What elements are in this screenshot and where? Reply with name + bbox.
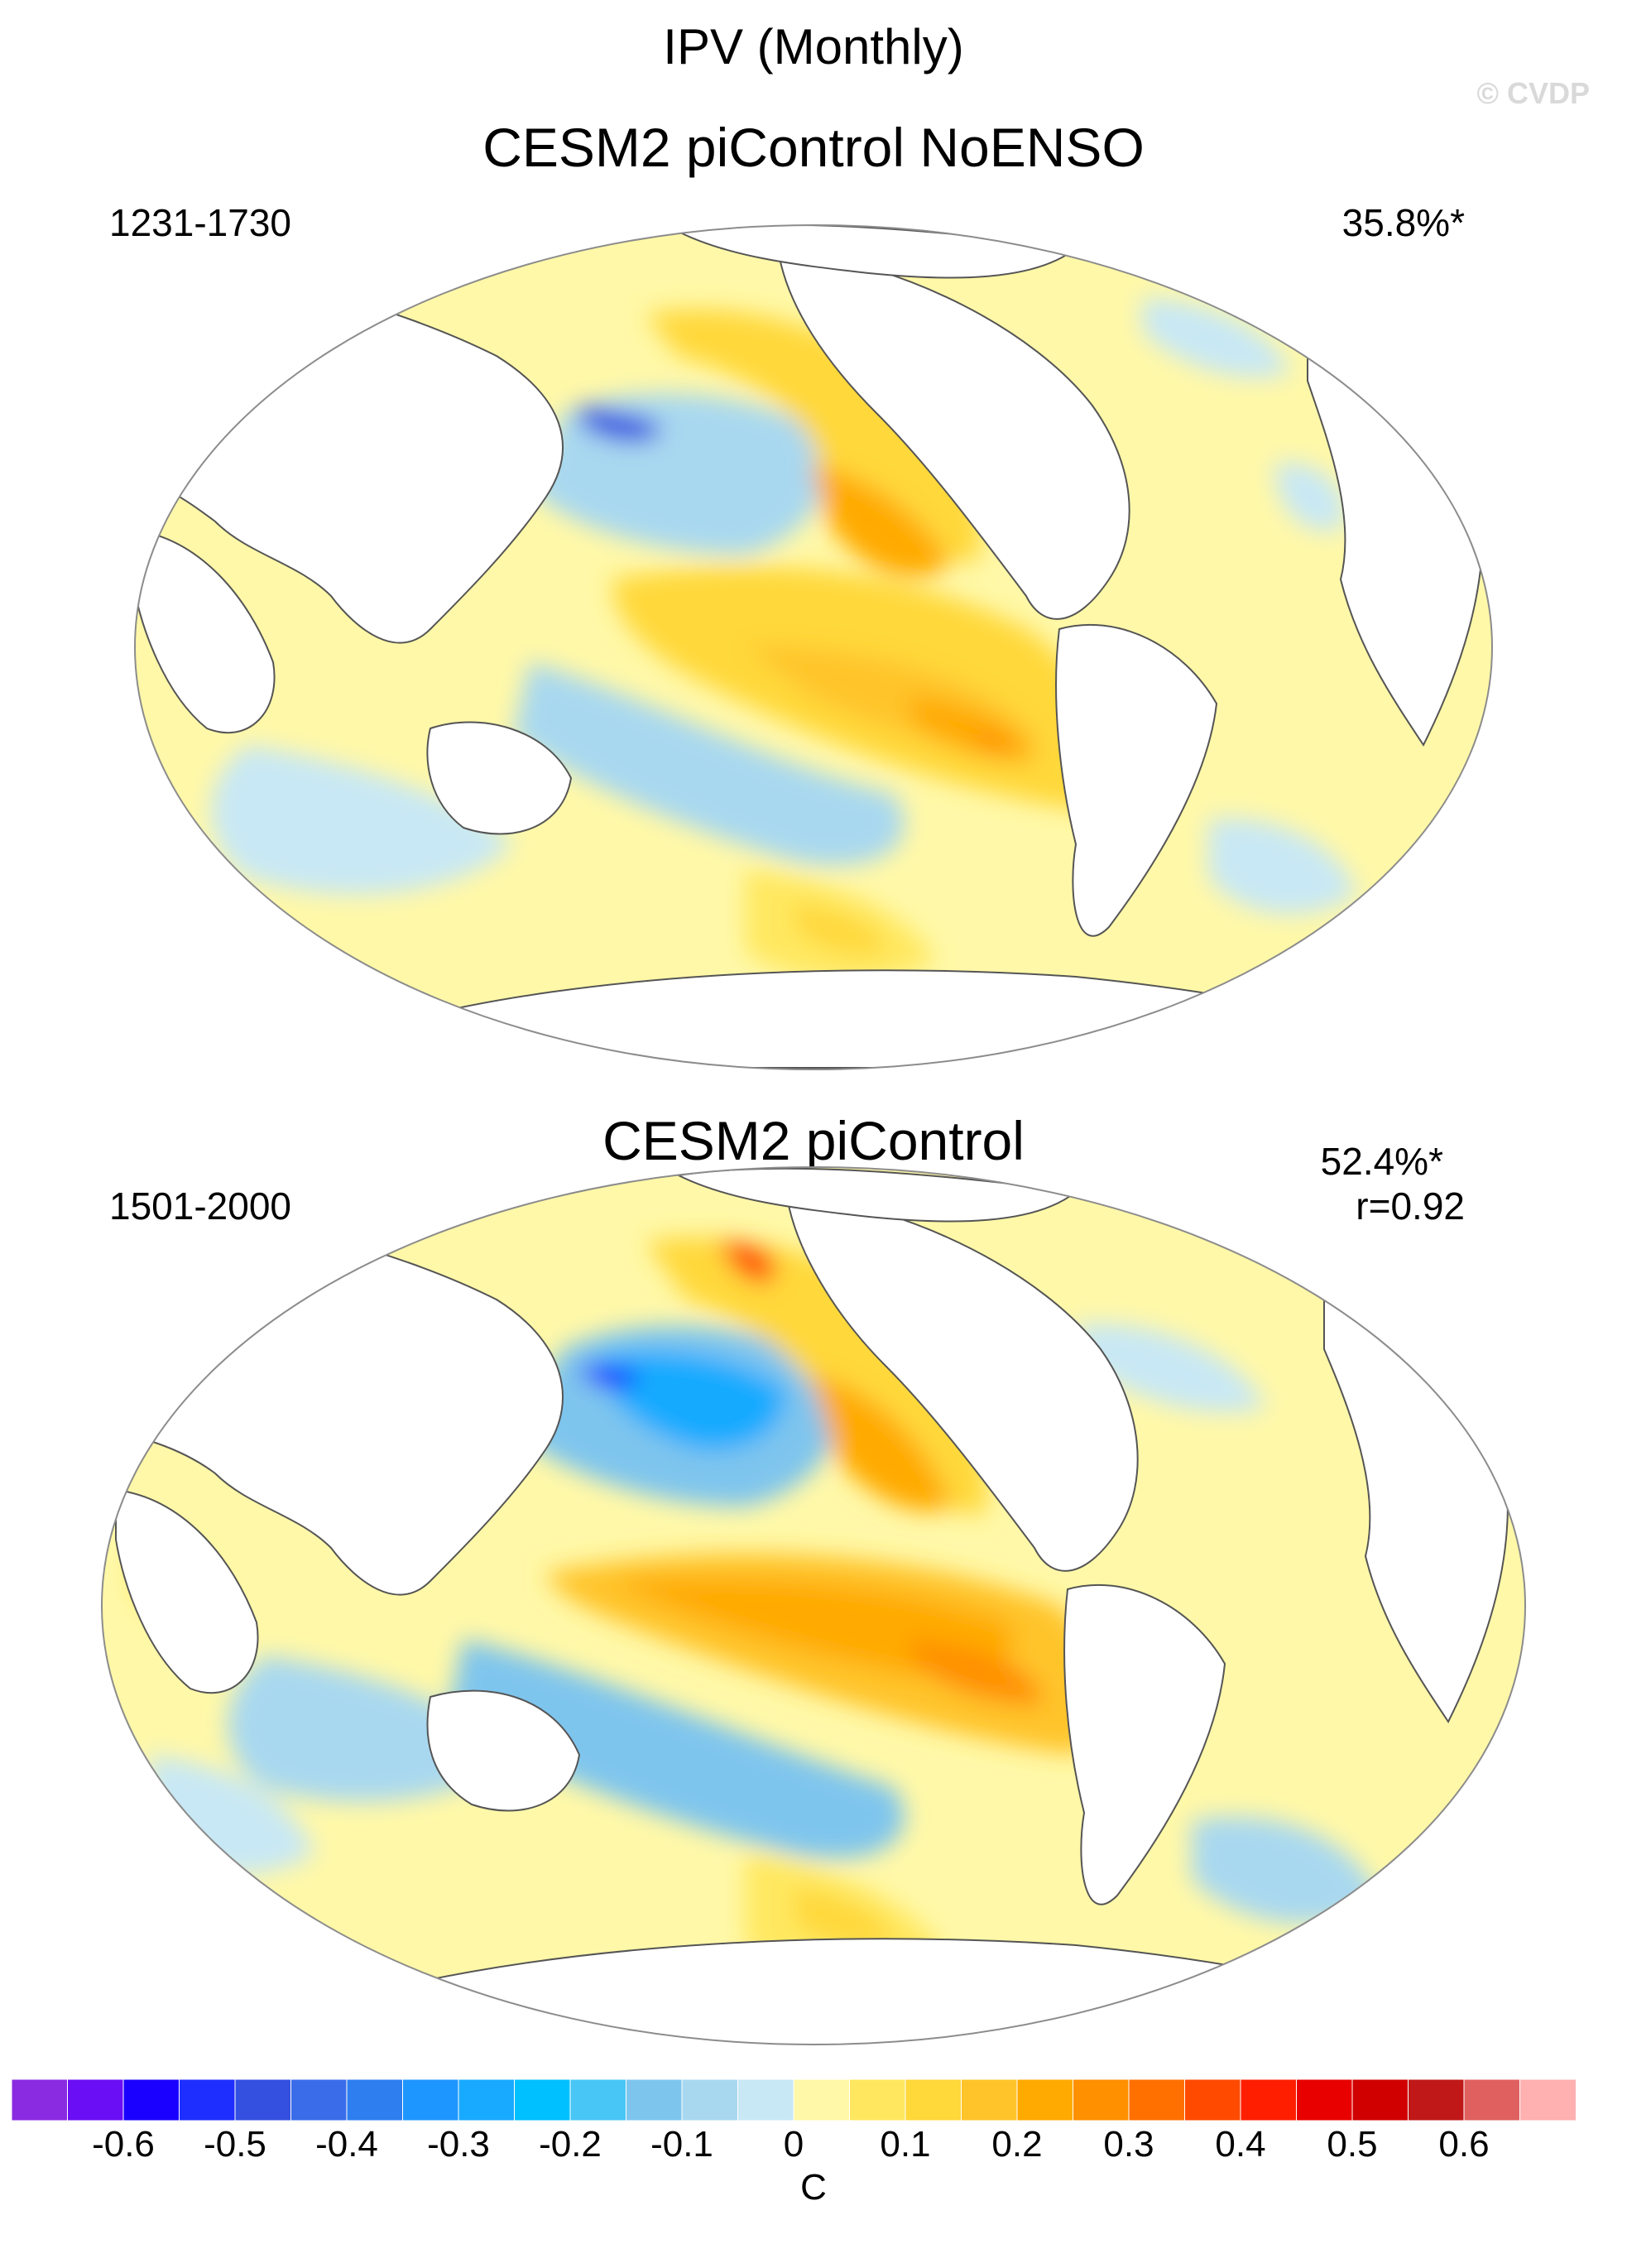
colorbar-labels: -0.6 -0.5 -0.4 -0.3 -0.2 -0.1 0 0.1 0.2 0.3 0.4 0.5… <box>0 2124 1627 2174</box>
panel-1-map <box>134 224 1493 1070</box>
colorbar-tick-label: 0.4 <box>1215 2124 1266 2165</box>
colorbar-tick-label: 0.5 <box>1327 2124 1378 2165</box>
colorbar-tick-label: -0.1 <box>650 2124 713 2165</box>
colorbar-box <box>1240 2079 1298 2121</box>
colorbar-box <box>905 2079 962 2121</box>
colorbar-box <box>346 2079 404 2121</box>
colorbar-box <box>681 2079 739 2121</box>
colorbar-box <box>849 2079 906 2121</box>
panel-2-field <box>102 1167 1525 2045</box>
panel-2-map <box>101 1166 1526 2045</box>
figure-title: IPV (Monthly) <box>663 19 964 74</box>
colorbar-box <box>1351 2079 1409 2121</box>
colorbar-box <box>1128 2079 1186 2121</box>
panel-2-correlation: r=0.92 <box>1356 1184 1465 1228</box>
colorbar-box <box>1519 2079 1576 2121</box>
colorbar-box <box>626 2079 683 2121</box>
colorbar-box <box>569 2079 627 2121</box>
watermark: © CVDP <box>1476 76 1590 110</box>
colorbar-box <box>1073 2079 1130 2121</box>
colorbar-tick-label: -0.5 <box>204 2124 266 2165</box>
panel-2-years: 1501-2000 <box>109 1184 291 1228</box>
colorbar-box <box>12 2079 69 2121</box>
colorbar-box <box>1184 2079 1241 2121</box>
colorbar-box <box>1016 2079 1074 2121</box>
colorbar-unit: C <box>800 2167 827 2208</box>
colorbar-box <box>793 2079 851 2121</box>
colorbar-box <box>1408 2079 1465 2121</box>
panel-1-title: CESM2 piControl NoENSO <box>482 117 1145 178</box>
colorbar-tick-label: 0.3 <box>1103 2124 1154 2165</box>
colorbar-tick-label: -0.6 <box>92 2124 155 2165</box>
colorbar-box <box>402 2079 459 2121</box>
colorbar-box <box>179 2079 236 2121</box>
colorbar-tick-label: -0.3 <box>427 2124 490 2165</box>
colorbar-box <box>290 2079 348 2121</box>
colorbar-box <box>737 2079 794 2121</box>
colorbar-box <box>234 2079 292 2121</box>
panel-1-field <box>135 225 1492 1069</box>
panel-1-years: 1231-1730 <box>109 201 291 244</box>
panel-1-variance: 35.8%* <box>1341 201 1465 244</box>
colorbar-tick-label: 0.2 <box>991 2124 1043 2165</box>
colorbar-box <box>961 2079 1018 2121</box>
colorbar-box <box>1463 2079 1521 2121</box>
colorbar-tick-label: 0.1 <box>880 2124 931 2165</box>
colorbar-box <box>122 2079 180 2121</box>
colorbar-tick-label: -0.4 <box>315 2124 378 2165</box>
colorbar-box <box>458 2079 516 2121</box>
colorbar-box <box>1296 2079 1353 2121</box>
colorbar-tick-label: -0.2 <box>539 2124 602 2165</box>
colorbar-tick-label: 0.6 <box>1438 2124 1490 2165</box>
colorbar-box <box>514 2079 571 2121</box>
colorbar-tick-label: 0 <box>783 2124 804 2165</box>
panel-2-title: CESM2 piControl <box>602 1110 1025 1171</box>
panel-2-variance: 52.4%* <box>1320 1140 1443 1183</box>
colorbar <box>12 2079 1576 2121</box>
colorbar-box <box>67 2079 124 2121</box>
